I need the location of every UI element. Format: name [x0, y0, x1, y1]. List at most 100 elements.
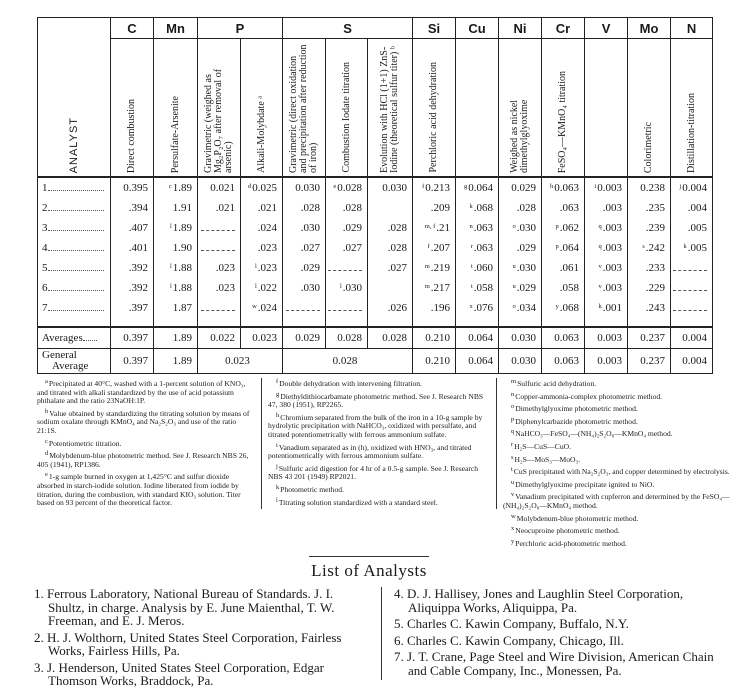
analyst-header-text: ANALYST — [68, 116, 80, 173]
spacer-cell — [153, 318, 198, 327]
table-cell: 0.238 — [627, 177, 672, 198]
table-cell — [367, 278, 414, 298]
table-cell: g0.064 — [455, 177, 500, 198]
footnote-letter: r — [511, 440, 514, 448]
general-average-value: 0.028 — [282, 348, 414, 374]
cell-value: .028 — [387, 222, 408, 234]
table-cell: .027 — [282, 238, 327, 258]
table-cell: r.063 — [455, 238, 500, 258]
analyst-number: 5 — [37, 258, 111, 278]
footnote-letter: h — [276, 411, 280, 419]
table-cell: .021 — [239, 198, 284, 218]
footnote-letter: i — [276, 441, 278, 449]
footnote: pDiphenylcarbazide photometric method. — [503, 416, 732, 427]
analyst-entry: 3. J. Henderson, United States Steel Cor… — [34, 659, 324, 689]
analyst-number-text: 2 — [42, 202, 48, 214]
cell-value: .028 — [516, 202, 537, 214]
analysts-left: 1. Ferrous Laboratory, National Bureau o… — [34, 587, 372, 691]
table-cell: .003 — [584, 198, 629, 218]
cell-value: 0.028 — [337, 182, 363, 194]
table-cell: .407 — [110, 218, 154, 238]
footnote-text: CuS precipitated with Na₂S₂O₃, and coppe… — [513, 467, 730, 477]
footnote-letter: s — [511, 453, 514, 461]
footnote-ref: k — [469, 203, 473, 210]
footnote-letter: f — [276, 378, 279, 385]
element-header-p: P — [196, 17, 284, 39]
footnote: qNaHCO₃—FeSO₄—(NH₄)₂S₂O₈—KMnO₄ method. — [503, 428, 732, 439]
cell-value: .217 — [430, 282, 451, 294]
table-cell: v.003 — [584, 258, 629, 278]
table-cell: .026 — [367, 298, 414, 318]
average-value: 0.397 — [110, 326, 154, 349]
cell-value: .001 — [602, 302, 623, 314]
cell-value: .028 — [300, 202, 321, 214]
footnote: e1-g sample burned in oxygen at 1,425°C … — [37, 471, 255, 507]
analyst-entry: 5. Charles C. Kawin Company, Buffalo, N.… — [394, 616, 629, 632]
cell-value: .219 — [430, 262, 451, 274]
spacer-cell — [541, 318, 586, 327]
footnote-text: Double dehydration with intervening filt… — [279, 379, 422, 388]
method-header: Weighed as nickel dimethylglyoxime — [498, 38, 543, 178]
element-header-mn: Mn — [153, 17, 198, 39]
cell-value: .003 — [602, 242, 623, 254]
footnote-ref: v — [598, 263, 602, 270]
cell-value: .076 — [473, 302, 494, 314]
footnote-letter: y — [511, 537, 515, 545]
leader-dots — [47, 282, 104, 291]
table-cell: i0.003 — [584, 177, 629, 198]
footnote-letter: b — [45, 407, 49, 415]
cell-value: .030 — [516, 222, 537, 234]
table-cell: .023 — [239, 238, 284, 258]
empty-cell-dash — [328, 270, 363, 271]
footnote-letter: p — [511, 415, 515, 423]
table-cell: .058 — [541, 278, 586, 298]
footnote-ref: d — [248, 183, 252, 190]
cell-value: 1.88 — [172, 262, 192, 274]
method-header: Gravimetric (direct oxidation and precip… — [282, 38, 327, 178]
table-row: 1 0.395 c1.89 0.021 d0.025 0.030 e0.028 0.030 f0… — [37, 177, 714, 198]
table-cell: 0.029 — [498, 177, 543, 198]
footnote: xNeocuproine photometric method. — [503, 525, 732, 536]
empty-cell-dash — [328, 310, 363, 311]
spacer-cell — [627, 318, 672, 327]
analyst-number-text: 4 — [42, 242, 48, 254]
spacer-cell — [37, 318, 111, 327]
footnote-ref: l — [169, 283, 172, 290]
footnote: bValue obtained by standardizing the tit… — [37, 408, 255, 436]
method-label: Combustion Iodate titration — [340, 62, 352, 173]
table-cell: e0.028 — [325, 177, 369, 198]
table-row: 3.407 l1.89.024.030.029.028 m, f.21 n.063 o.… — [37, 218, 714, 238]
footnote: nCopper-ammonia-complex photometric meth… — [503, 391, 732, 402]
cell-value: .029 — [342, 222, 363, 234]
method-header — [584, 38, 629, 178]
footnote-ref: o — [512, 303, 516, 310]
footnote-ref: g — [464, 183, 468, 190]
cell-value: .063 — [559, 202, 580, 214]
cell-value: .023 — [215, 282, 235, 294]
cell-value: .021 — [257, 202, 278, 214]
table-cell — [670, 278, 714, 298]
empty-cell-dash — [201, 230, 235, 231]
footnote-ref: x — [469, 303, 473, 310]
footnote-letter: n — [511, 390, 515, 398]
cell-value: .024 — [257, 302, 278, 314]
footnote-text: Molybdenum-blue photometric method. — [516, 513, 639, 523]
method-header: Gravimetric (weighed as Mg₂P₂O₇ after re… — [197, 38, 241, 178]
empty-cell-dash — [673, 310, 708, 311]
footnote-letter: x — [511, 525, 515, 533]
element-header-mo: Mo — [627, 17, 672, 39]
table-cell: .243 — [627, 298, 672, 318]
footnote-ref: l — [254, 283, 257, 290]
table-cell: u.030 — [498, 258, 543, 278]
analyst-number-text: 5 — [42, 262, 48, 274]
cell-value: .003 — [602, 222, 623, 234]
footnote-ref: l — [254, 263, 257, 270]
method-header: Combustion Iodate titration — [325, 38, 369, 178]
cell-value: .030 — [300, 282, 321, 294]
footnote-letter: w — [511, 512, 516, 520]
table-cell: m.219 — [412, 258, 457, 278]
analyst-number: 7 — [37, 298, 111, 318]
footnote: jSulfuric acid digestion for 4 hr of a 0… — [268, 463, 490, 482]
spacer-cell — [325, 318, 369, 327]
table-cell: l1.88 — [153, 258, 198, 278]
